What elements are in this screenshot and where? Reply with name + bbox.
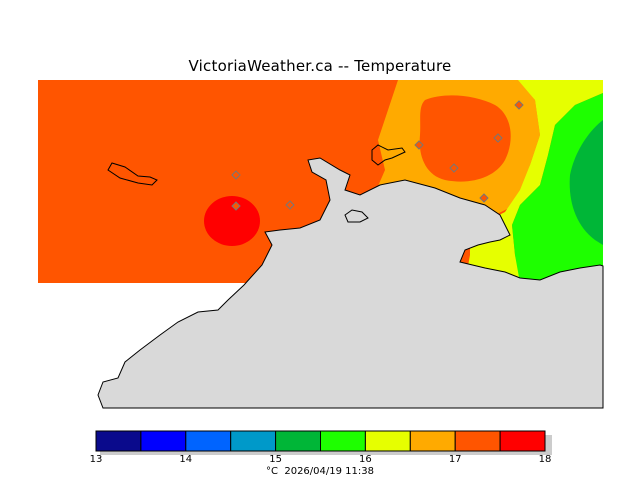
temperature-field-18 bbox=[204, 196, 260, 246]
legend-color-bar bbox=[95, 430, 552, 455]
station-markers bbox=[231, 100, 524, 211]
legend-tick-label: 17 bbox=[448, 454, 462, 465]
station-marker bbox=[231, 201, 241, 211]
legend-bin bbox=[364, 430, 411, 452]
station-marker bbox=[514, 100, 524, 110]
temperature-field-15 bbox=[569, 120, 603, 245]
legend-bin bbox=[409, 430, 456, 452]
coastline-detail bbox=[371, 144, 406, 166]
station-marker bbox=[285, 200, 295, 210]
station-marker bbox=[231, 170, 241, 180]
island bbox=[344, 209, 369, 223]
legend-timestamp: 2026/04/19 11:38 bbox=[284, 466, 374, 477]
map-title: VictoriaWeather.ca -- Temperature bbox=[188, 57, 452, 75]
legend-bin bbox=[185, 430, 232, 452]
station-marker bbox=[414, 140, 424, 150]
legend-bin bbox=[320, 430, 366, 452]
legend-tick-label: 18 bbox=[538, 454, 552, 465]
station-marker bbox=[479, 193, 489, 203]
legend-bin bbox=[454, 430, 501, 452]
land-mask bbox=[97, 157, 604, 409]
legend-tick-label: 15 bbox=[269, 454, 282, 465]
temperature-field-16 bbox=[38, 80, 603, 283]
legend-tick-label: 14 bbox=[179, 454, 193, 465]
legend-bin bbox=[140, 430, 187, 452]
station-marker bbox=[449, 163, 459, 173]
temperature-field-15-5 bbox=[512, 93, 603, 283]
legend-bin bbox=[275, 430, 322, 452]
legend-bin bbox=[499, 430, 546, 452]
temperature-field-17-core bbox=[419, 95, 511, 182]
legend-tick-label: 13 bbox=[89, 454, 103, 465]
station-marker bbox=[493, 133, 503, 143]
legend-tick-label: 16 bbox=[359, 454, 372, 465]
legend-bin bbox=[230, 430, 277, 452]
inlet-outline bbox=[107, 162, 158, 186]
legend-unit: °C bbox=[266, 466, 278, 477]
legend-caption: °C 2026/04/19 11:38 bbox=[0, 466, 640, 477]
legend-bin bbox=[95, 430, 142, 452]
